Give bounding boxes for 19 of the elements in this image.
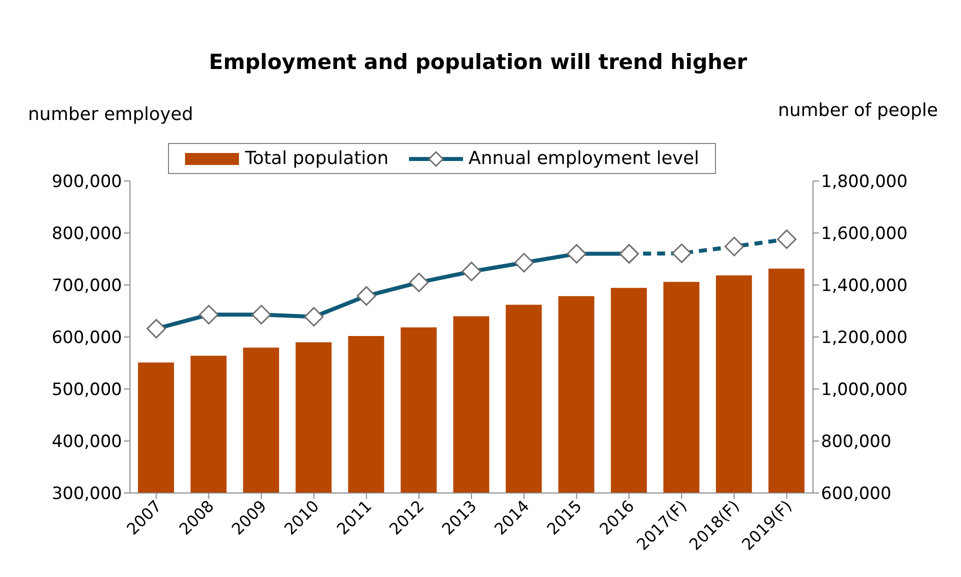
y-axis-title: number employed — [28, 104, 194, 125]
y-tick-label: 800,000 — [52, 224, 122, 244]
y2-tick-label: 1,200,000 — [821, 328, 908, 348]
y2-tick-label: 600,000 — [821, 484, 892, 504]
y-tick-label: 500,000 — [52, 380, 122, 400]
y-tick-label: 300,000 — [52, 484, 122, 504]
legend-label: Annual employment level — [468, 148, 700, 169]
y2-axis-title: number of people — [778, 100, 938, 121]
y2-tick-label: 1,000,000 — [821, 380, 908, 400]
y2-tick-label: 1,800,000 — [821, 172, 908, 192]
y-tick-label: 600,000 — [52, 328, 122, 348]
y2-tick-label: 800,000 — [821, 432, 892, 452]
y-tick-label: 700,000 — [52, 276, 122, 296]
y2-tick-label: 1,400,000 — [821, 276, 908, 296]
chart-title: Employment and population will trend higher — [208, 50, 748, 74]
y-tick-label: 900,000 — [52, 172, 122, 192]
y-tick-label: 400,000 — [52, 432, 122, 452]
legend-label: Total population — [245, 148, 389, 169]
y2-tick-label: 1,600,000 — [821, 224, 908, 244]
